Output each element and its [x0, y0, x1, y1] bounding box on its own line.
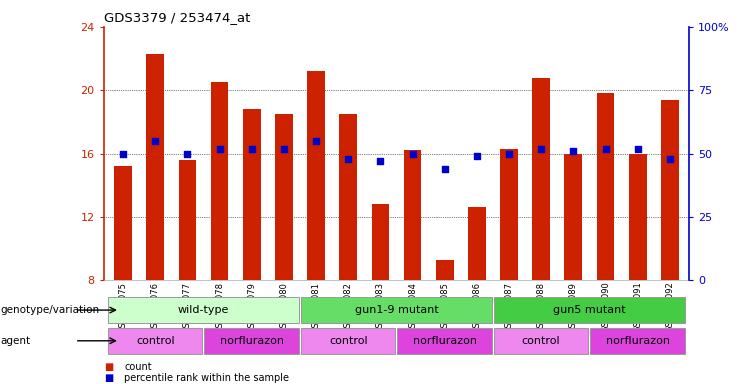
Point	[117, 151, 129, 157]
Bar	[243, 109, 261, 280]
Bar	[147, 54, 164, 280]
Point	[535, 146, 547, 152]
Text: control: control	[329, 336, 368, 346]
Point	[213, 146, 225, 152]
Bar	[500, 149, 518, 280]
Text: genotype/variation: genotype/variation	[0, 305, 99, 315]
Text: norflurazon: norflurazon	[219, 336, 284, 346]
Bar	[591, 328, 685, 354]
Point	[342, 156, 354, 162]
Bar	[468, 207, 485, 280]
Bar	[205, 328, 299, 354]
Bar	[436, 260, 453, 280]
Bar	[308, 71, 325, 280]
Point	[182, 151, 193, 157]
Bar	[371, 204, 389, 280]
Text: gun5 mutant: gun5 mutant	[553, 305, 625, 315]
Point	[664, 156, 676, 162]
Bar	[301, 297, 492, 323]
Point	[599, 146, 611, 152]
Text: ■: ■	[104, 373, 113, 383]
Bar	[597, 93, 614, 280]
Bar	[661, 100, 679, 280]
Point	[374, 158, 386, 164]
Bar	[210, 82, 228, 280]
Point	[246, 146, 258, 152]
Bar	[494, 328, 588, 354]
Point	[149, 138, 161, 144]
Bar	[494, 297, 685, 323]
Text: norflurazon: norflurazon	[413, 336, 476, 346]
Point	[439, 166, 451, 172]
Point	[503, 151, 515, 157]
Bar	[114, 166, 132, 280]
Bar	[532, 78, 550, 280]
Text: gun1-9 mutant: gun1-9 mutant	[354, 305, 439, 315]
Text: GDS3379 / 253474_at: GDS3379 / 253474_at	[104, 11, 250, 24]
Point	[278, 146, 290, 152]
Bar	[339, 114, 357, 280]
Point	[568, 148, 579, 154]
Bar	[108, 297, 299, 323]
Bar	[404, 151, 422, 280]
Point	[310, 138, 322, 144]
Text: percentile rank within the sample: percentile rank within the sample	[124, 373, 290, 383]
Bar	[275, 114, 293, 280]
Text: agent: agent	[0, 336, 30, 346]
Text: count: count	[124, 362, 152, 372]
Point	[471, 153, 483, 159]
Bar	[108, 328, 202, 354]
Bar	[397, 328, 492, 354]
Bar	[565, 154, 582, 280]
Bar	[301, 328, 396, 354]
Bar	[179, 160, 196, 280]
Text: wild-type: wild-type	[178, 305, 229, 315]
Point	[632, 146, 644, 152]
Bar	[629, 154, 646, 280]
Text: ■: ■	[104, 362, 113, 372]
Text: norflurazon: norflurazon	[605, 336, 670, 346]
Text: control: control	[522, 336, 560, 346]
Text: control: control	[136, 336, 175, 346]
Point	[407, 151, 419, 157]
